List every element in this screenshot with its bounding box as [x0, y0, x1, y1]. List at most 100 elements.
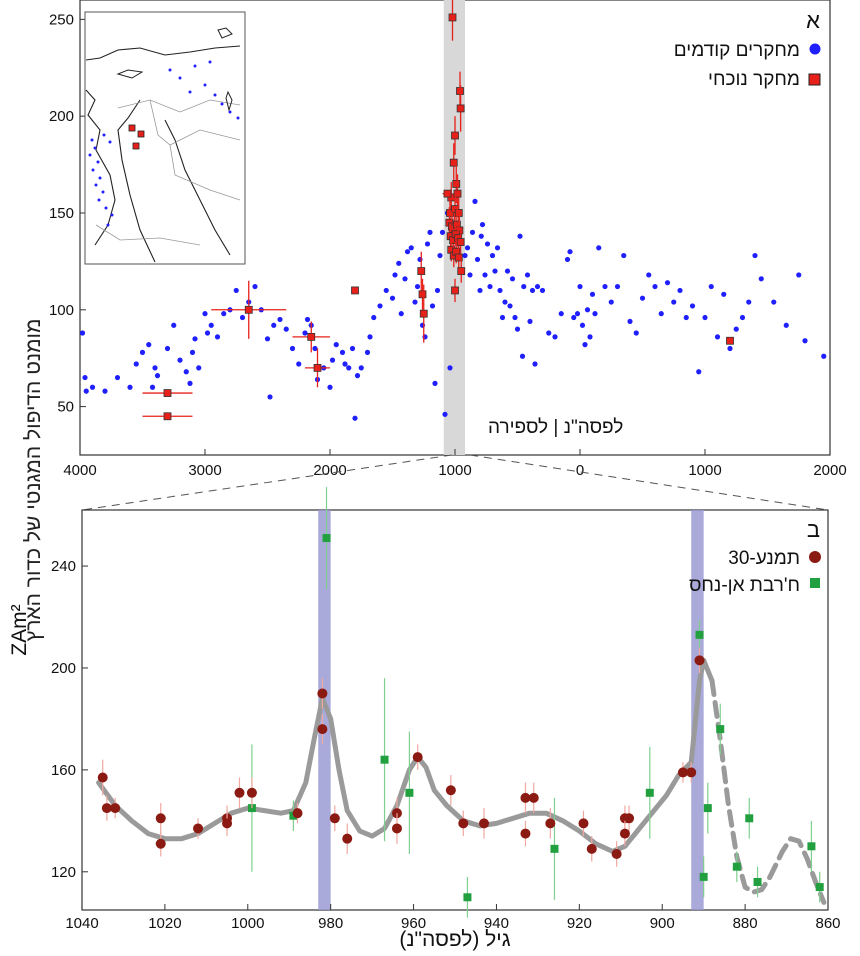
previous-study-point — [478, 233, 484, 239]
previous-study-point — [517, 233, 523, 239]
previous-study-point — [472, 198, 478, 204]
previous-study-point — [333, 342, 339, 348]
previous-study-point — [396, 260, 402, 266]
current-study-point — [452, 180, 461, 188]
previous-study-point — [521, 283, 527, 290]
panel-b-x-tick-label: 860 — [815, 915, 840, 932]
panel-a-previous-studies-series — [79, 198, 827, 421]
previous-study-point — [492, 268, 498, 274]
previous-study-point — [689, 303, 696, 309]
previous-study-point — [171, 322, 177, 328]
cyprus-island — [116, 69, 144, 79]
khirbat-point — [807, 842, 816, 851]
previous-study-point — [304, 316, 311, 323]
previous-study-point — [494, 245, 501, 251]
timna-point — [520, 828, 531, 839]
current-study-point — [451, 131, 459, 140]
previous-study-point — [474, 256, 481, 263]
panel-a-y-tick-label: 100 — [49, 302, 74, 319]
panel-b-x-tick-label: 920 — [567, 915, 592, 932]
previous-study-point — [802, 338, 808, 344]
previous-study-point — [527, 318, 533, 325]
previous-study-point — [552, 334, 558, 340]
timna-point — [329, 813, 340, 824]
previous-study-point — [358, 365, 364, 371]
panel-a-x-tick-label: 4000 — [63, 462, 96, 479]
panel-a: 4000 3000 2000 1000 0 1000 200050100150200250 … — [49, 0, 847, 479]
previous-study-point — [192, 336, 198, 342]
previous-study-point — [519, 353, 526, 359]
current-study-point — [726, 336, 734, 345]
panel-b-y-tick-label: 120 — [51, 864, 76, 881]
previous-study-point — [512, 314, 518, 321]
previous-study-point — [327, 384, 333, 390]
previous-study-point — [592, 311, 598, 317]
legend-khirbat-marker — [810, 578, 820, 588]
previous-study-point — [289, 345, 296, 352]
previous-study-point — [646, 272, 652, 278]
map-previous-sites — [88, 60, 240, 227]
current-study-point — [448, 13, 457, 22]
previous-study-point — [342, 361, 348, 367]
timna-point — [445, 785, 456, 796]
previous-study-point — [487, 283, 493, 290]
timna-point — [694, 655, 705, 666]
previous-study-point — [177, 357, 183, 363]
previous-study-point — [477, 287, 483, 294]
previous-study-point — [683, 314, 689, 321]
timna-point — [234, 787, 245, 798]
previous-study-point — [154, 373, 161, 379]
previous-study-point — [377, 303, 383, 309]
panel-b-x-tick-label: 900 — [650, 915, 675, 932]
previous-study-point — [239, 314, 246, 321]
previous-study-point — [497, 287, 503, 294]
previous-study-point — [402, 276, 408, 282]
khirbat-point — [753, 877, 762, 886]
khirbat-point — [732, 862, 741, 871]
current-study-point — [419, 309, 428, 318]
panel-b-x-axis-label: גיל (לפסה"נ) — [399, 928, 510, 951]
previous-study-point — [429, 303, 436, 309]
previous-study-point — [302, 330, 308, 336]
previous-study-point — [524, 272, 531, 278]
previous-study-point — [349, 345, 356, 352]
previous-study-point — [424, 241, 431, 247]
previous-study-point — [434, 287, 441, 294]
previous-study-point — [652, 283, 658, 290]
current-study-point — [244, 305, 253, 314]
previous-study-point — [507, 303, 513, 309]
previous-study-point — [427, 229, 433, 235]
panel-a-letter: א — [806, 8, 820, 33]
legend-current-marker — [808, 73, 821, 86]
previous-study-point — [727, 345, 733, 352]
panel-b-timna-series — [97, 647, 705, 867]
panel-b-x-tick-label: 880 — [733, 915, 758, 932]
previous-study-point — [404, 249, 411, 255]
previous-study-point — [467, 272, 473, 278]
panel-a-x-tick-label: 3000 — [188, 462, 221, 479]
khirbat-point — [380, 755, 389, 764]
previous-study-point — [442, 411, 448, 417]
previous-study-point — [584, 307, 591, 313]
previous-study-point — [567, 249, 573, 255]
timna-point — [624, 813, 635, 824]
panel-a-x-tick-label: 2000 — [313, 462, 346, 479]
panel-b-y-tick-label: 160 — [51, 762, 76, 779]
inset-map — [84, 11, 246, 265]
current-study-point — [163, 389, 172, 397]
previous-study-point — [189, 349, 196, 355]
current-study-point — [313, 363, 322, 372]
era-label: לפסה"נ | לספירה — [488, 417, 623, 438]
current-study-point — [163, 412, 172, 421]
previous-study-point — [102, 388, 108, 394]
panel-b-letter: ב — [807, 517, 820, 542]
timna-point — [292, 808, 303, 819]
previous-study-point — [367, 334, 373, 340]
previous-study-point — [204, 330, 211, 336]
panel-a-current-study-series — [142, 0, 734, 421]
previous-study-point — [721, 291, 727, 297]
previous-study-point — [202, 311, 208, 317]
previous-study-point — [539, 287, 546, 294]
previous-study-point — [164, 345, 171, 352]
previous-study-point — [462, 252, 468, 259]
